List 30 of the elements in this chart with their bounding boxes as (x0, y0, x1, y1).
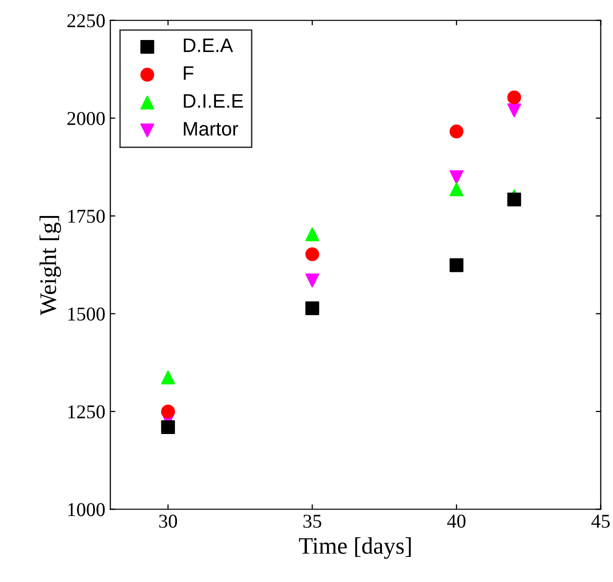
x-tick-label: 30 (159, 514, 178, 528)
point (161, 370, 175, 384)
point (450, 170, 464, 184)
y-tick-label: 1750 (68, 210, 105, 223)
point (305, 247, 320, 262)
legend-label: Martor (184, 122, 238, 136)
legend-label: D.E.A (184, 38, 234, 52)
point (305, 227, 320, 242)
x-tick-label: 40 (447, 514, 466, 528)
y-tick-label: 1500 (68, 308, 105, 321)
y-tick-label: 1000 (68, 503, 105, 516)
legend-label: F (184, 66, 194, 80)
point (450, 258, 464, 272)
x-tick-label: 45 (591, 514, 610, 528)
point (507, 103, 522, 118)
point (507, 192, 522, 206)
point (450, 124, 464, 138)
y-tick-label: 2000 (67, 112, 105, 126)
x-axis-title: Time [days] (299, 537, 411, 559)
point (305, 274, 320, 288)
point (161, 404, 175, 418)
point (161, 420, 175, 434)
point (450, 182, 464, 196)
y-tick-label: 1250 (68, 405, 105, 418)
point (507, 90, 522, 104)
y-axis-title: Weight [g] (40, 216, 62, 316)
legend-label: D.I.E.E (184, 94, 244, 108)
point (305, 301, 320, 316)
y-tick-label: 2250 (67, 14, 105, 28)
x-tick-label: 35 (303, 514, 322, 528)
